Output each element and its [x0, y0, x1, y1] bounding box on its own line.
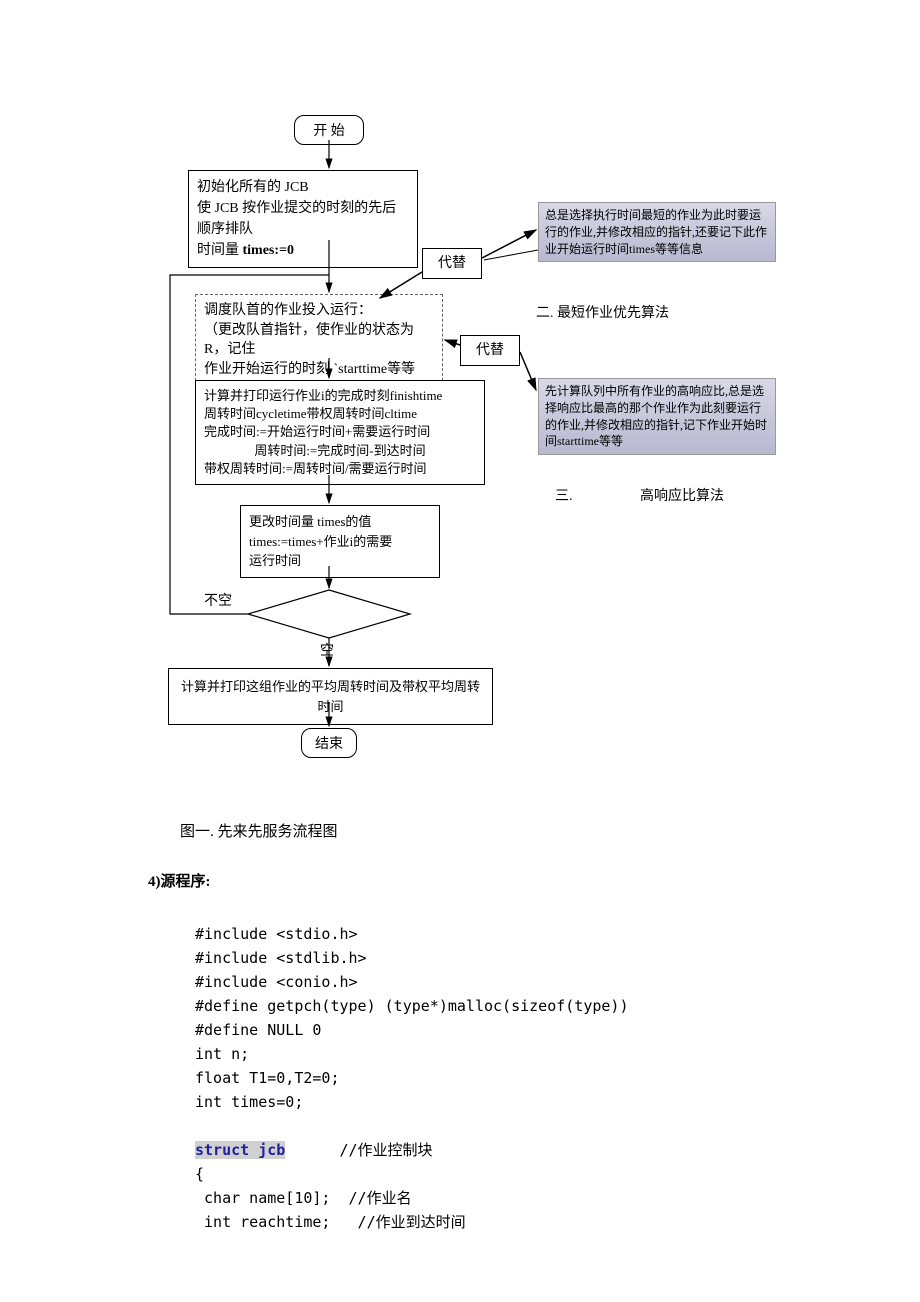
init-line3-bold: times:=0: [243, 243, 295, 258]
code-block: #include <stdio.h> #include <stdlib.h> #…: [195, 898, 628, 1234]
init-line2: 使 JCB 按作业提交的时刻的先后顺序排队: [197, 198, 409, 240]
branch-yes-label: 空: [320, 640, 334, 660]
hrrn-title: 高响应比算法: [640, 485, 724, 505]
dispatch-line2: （更改队首指针，使作业的状态为 R，记住: [204, 321, 434, 360]
code-line-3: #define getpch(type) (type*)malloc(sizeo…: [195, 997, 628, 1015]
code-line-9-hl: struct jcb: [195, 1141, 285, 1159]
hrrn-title-num: 三.: [555, 485, 573, 505]
branch-no-label: 不空: [204, 590, 232, 610]
calc-line1: 计算并打印运行作业i的完成时刻finishtime: [204, 387, 476, 405]
flow-init-box: 初始化所有的 JCB 使 JCB 按作业提交的时刻的先后顺序排队 时间量 tim…: [188, 170, 418, 268]
flow-end: 结束: [301, 728, 357, 758]
init-line3: 时间量 times:=0: [197, 240, 409, 261]
dispatch-line1: 调度队首的作业投入运行：: [204, 301, 434, 321]
code-line-2: #include <conio.h>: [195, 973, 358, 991]
sjf-title: 二. 最短作业优先算法: [536, 302, 669, 322]
source-heading: 4)源程序:: [148, 870, 211, 891]
code-line-7: int times=0;: [195, 1093, 303, 1111]
code-line-1: #include <stdlib.h>: [195, 949, 367, 967]
code-line-6: float T1=0,T2=0;: [195, 1069, 340, 1087]
code-line-5: int n;: [195, 1045, 249, 1063]
decision-label: 等待队列空?: [282, 608, 353, 627]
init-line1: 初始化所有的 JCB: [197, 177, 409, 198]
code-line-12: int reachtime; //作业到达时间: [195, 1213, 466, 1231]
replace-box-1: 代替: [422, 248, 482, 279]
calc-line5: 带权周转时间:=周转时间/需要运行时间: [204, 460, 476, 478]
flow-start: 开 始: [294, 115, 364, 145]
dispatch-line3: 作业开始运行的时刻 `starttime等等: [204, 360, 434, 380]
figure-caption: 图一. 先来先服务流程图: [180, 820, 338, 841]
code-line-10: {: [195, 1165, 204, 1183]
update-line3: 运行时间: [249, 551, 431, 571]
calc-line4: 周转时间:=完成时间-到达时间: [204, 442, 476, 460]
update-line1: 更改时间量 times的值: [249, 512, 431, 532]
code-line-0: #include <stdio.h>: [195, 925, 358, 943]
flow-dispatch-box: 调度队首的作业投入运行： （更改队首指针，使作业的状态为 R，记住 作业开始运行…: [195, 294, 443, 386]
update-line2: times:=times+作业i的需要: [249, 532, 431, 552]
flow-calc-box: 计算并打印运行作业i的完成时刻finishtime 周转时间cycletime带…: [195, 380, 485, 485]
calc-line3: 完成时间:=开始运行时间+需要运行时间: [204, 423, 476, 441]
flow-update-box: 更改时间量 times的值 times:=times+作业i的需要 运行时间: [240, 505, 440, 578]
sjf-note: 总是选择执行时间最短的作业为此时要运行的作业,并修改相应的指针,还要记下此作业开…: [538, 202, 776, 262]
code-line-11: char name[10]; //作业名: [195, 1189, 412, 1207]
replace-box-2: 代替: [460, 335, 520, 366]
flow-final-box: 计算并打印这组作业的平均周转时间及带权平均周转时间: [168, 668, 493, 725]
calc-line2: 周转时间cycletime带权周转时间cltime: [204, 405, 476, 423]
init-line3-prefix: 时间量: [197, 243, 243, 258]
code-line-4: #define NULL 0: [195, 1021, 321, 1039]
hrrn-note: 先计算队列中所有作业的高响应比,总是选择响应比最高的那个作业作为此刻要运行的作业…: [538, 378, 776, 455]
